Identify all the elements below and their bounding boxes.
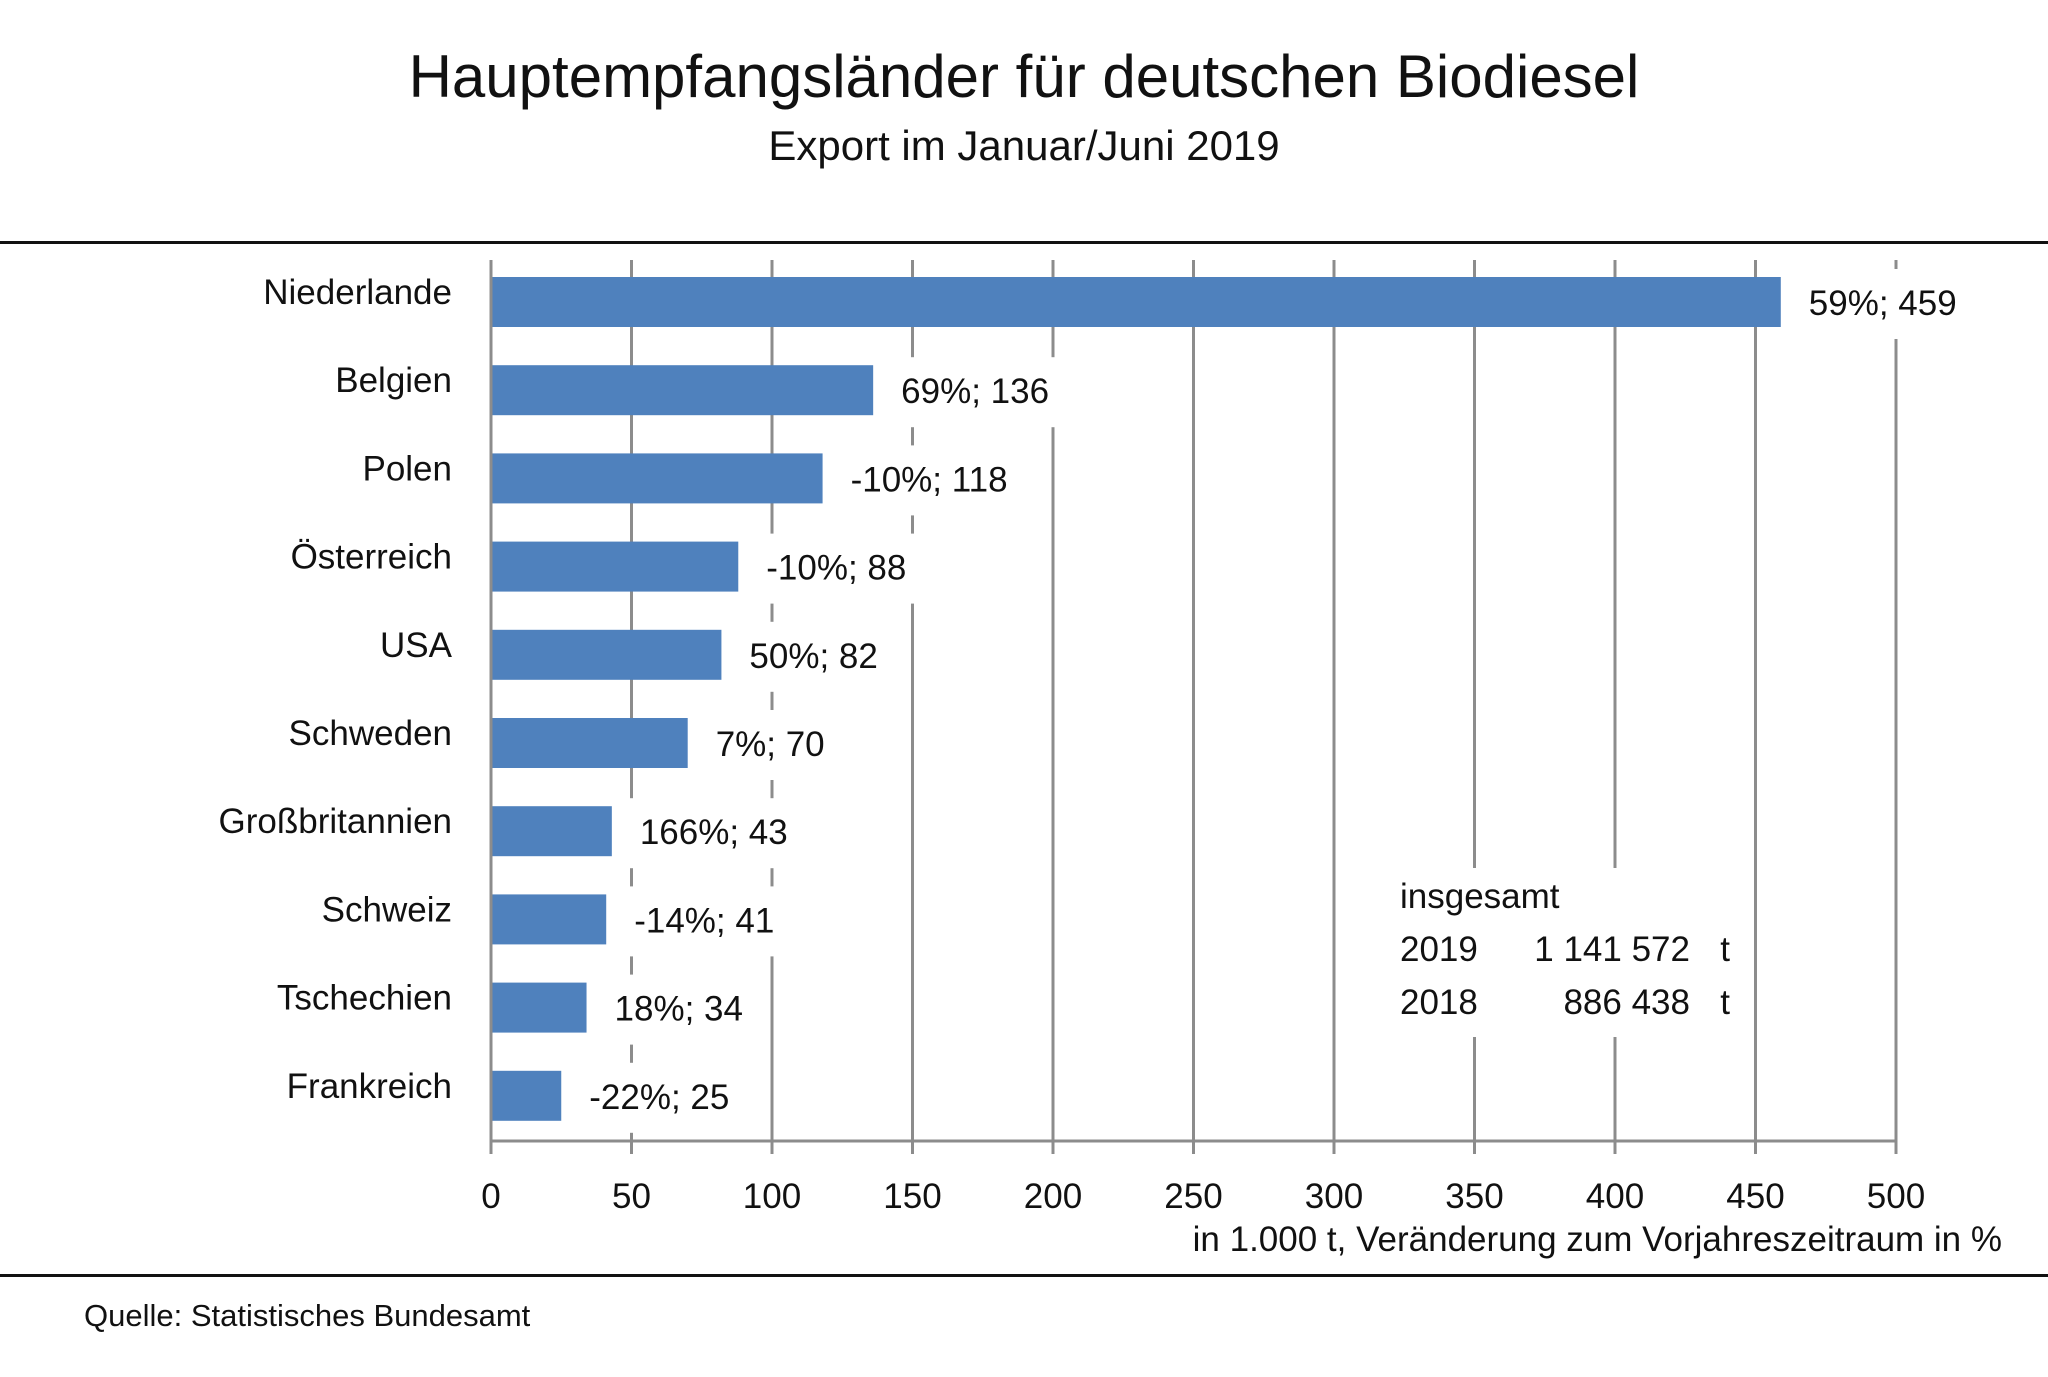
x-tick-label: 200 bbox=[1024, 1177, 1082, 1216]
x-tick-label: 150 bbox=[883, 1177, 941, 1216]
category-labels: Niederlande Belgien Polen Österreich USA Schw… bbox=[219, 273, 453, 1106]
x-tick-label: 0 bbox=[481, 1177, 500, 1216]
source-note: Quelle: Statistisches Bundesamt bbox=[84, 1298, 531, 1333]
x-tick-label: 400 bbox=[1586, 1177, 1644, 1216]
totals-unit: t bbox=[1720, 930, 1730, 969]
totals-value: 886 438 bbox=[1563, 983, 1690, 1022]
x-tick-label: 50 bbox=[612, 1177, 651, 1216]
totals-box: insgesamt 2019 1 141 572 t 2018 886 438 … bbox=[1400, 868, 1744, 1037]
data-label-background bbox=[840, 445, 1018, 516]
data-label-background bbox=[629, 798, 798, 869]
data-label: 166%; 43 bbox=[640, 813, 788, 852]
bar bbox=[492, 718, 688, 768]
data-label: 59%; 459 bbox=[1809, 284, 1957, 323]
x-tick-label: 350 bbox=[1445, 1177, 1503, 1216]
totals-unit: t bbox=[1720, 983, 1730, 1022]
bar bbox=[492, 365, 874, 416]
bar bbox=[492, 277, 1781, 327]
data-label-background bbox=[1798, 269, 1967, 339]
data-label: 7%; 70 bbox=[716, 725, 825, 764]
x-axis-label: in 1.000 t, Veränderung zum Vorjahreszei… bbox=[1192, 1220, 2002, 1259]
data-label-background bbox=[739, 621, 888, 692]
x-tick-label: 450 bbox=[1726, 1177, 1784, 1216]
category-label: Schweden bbox=[289, 714, 452, 753]
x-tick-label: 100 bbox=[743, 1177, 801, 1216]
category-label: Niederlande bbox=[263, 273, 452, 312]
bar bbox=[492, 806, 612, 857]
category-label: Großbritannien bbox=[219, 802, 452, 841]
data-labels: 59%; 459 69%; 136 -10%; 118 -10%; 88 50%; 82… bbox=[579, 269, 1967, 1133]
bottom-rule bbox=[0, 1274, 2048, 1277]
x-axis: 0 50 100 150 200 250 300 350 400 450 500 bbox=[481, 260, 1925, 1216]
data-label: 50%; 82 bbox=[749, 637, 877, 676]
category-label: Tschechien bbox=[277, 979, 452, 1018]
bar bbox=[492, 982, 587, 1033]
chart-title: Hauptempfangsländer für deutschen Biodie… bbox=[408, 43, 1640, 110]
data-label-background bbox=[705, 710, 835, 780]
totals-value: 1 141 572 bbox=[1534, 930, 1690, 969]
data-label-background bbox=[624, 886, 785, 957]
totals-row-2019: 2019 1 141 572 t bbox=[1400, 923, 1730, 976]
totals-year: 2019 bbox=[1400, 930, 1478, 969]
x-tick-label: 300 bbox=[1305, 1177, 1363, 1216]
data-label-background bbox=[604, 974, 753, 1045]
category-label: Belgien bbox=[335, 361, 452, 400]
totals-heading: insgesamt bbox=[1400, 877, 1560, 916]
category-label: Frankreich bbox=[287, 1067, 452, 1106]
data-label: -10%; 88 bbox=[766, 549, 906, 588]
data-label-background bbox=[891, 357, 1060, 428]
totals-row-2018: 2018 886 438 t bbox=[1400, 976, 1730, 1029]
data-label: 18%; 34 bbox=[615, 990, 743, 1029]
bar bbox=[492, 629, 722, 680]
data-label: -22%; 25 bbox=[589, 1078, 729, 1117]
bars bbox=[492, 277, 1781, 1121]
data-label-background bbox=[579, 1062, 740, 1133]
category-label: Schweiz bbox=[322, 890, 452, 929]
chart-subtitle: Export im Januar/Juni 2019 bbox=[768, 122, 1280, 169]
bar bbox=[492, 894, 607, 945]
bar bbox=[492, 541, 739, 592]
data-label-background bbox=[756, 533, 917, 604]
bar bbox=[492, 1070, 562, 1121]
totals-year: 2018 bbox=[1400, 983, 1478, 1022]
data-label: 69%; 136 bbox=[901, 372, 1049, 411]
category-label: Österreich bbox=[291, 538, 452, 577]
bar bbox=[492, 453, 823, 504]
x-tick-label: 250 bbox=[1164, 1177, 1222, 1216]
data-label: -14%; 41 bbox=[634, 901, 774, 940]
top-rule bbox=[0, 241, 2048, 244]
category-label: USA bbox=[380, 626, 453, 665]
category-label: Polen bbox=[362, 449, 452, 488]
data-label: -10%; 118 bbox=[851, 460, 1008, 499]
x-tick-label: 500 bbox=[1867, 1177, 1925, 1216]
